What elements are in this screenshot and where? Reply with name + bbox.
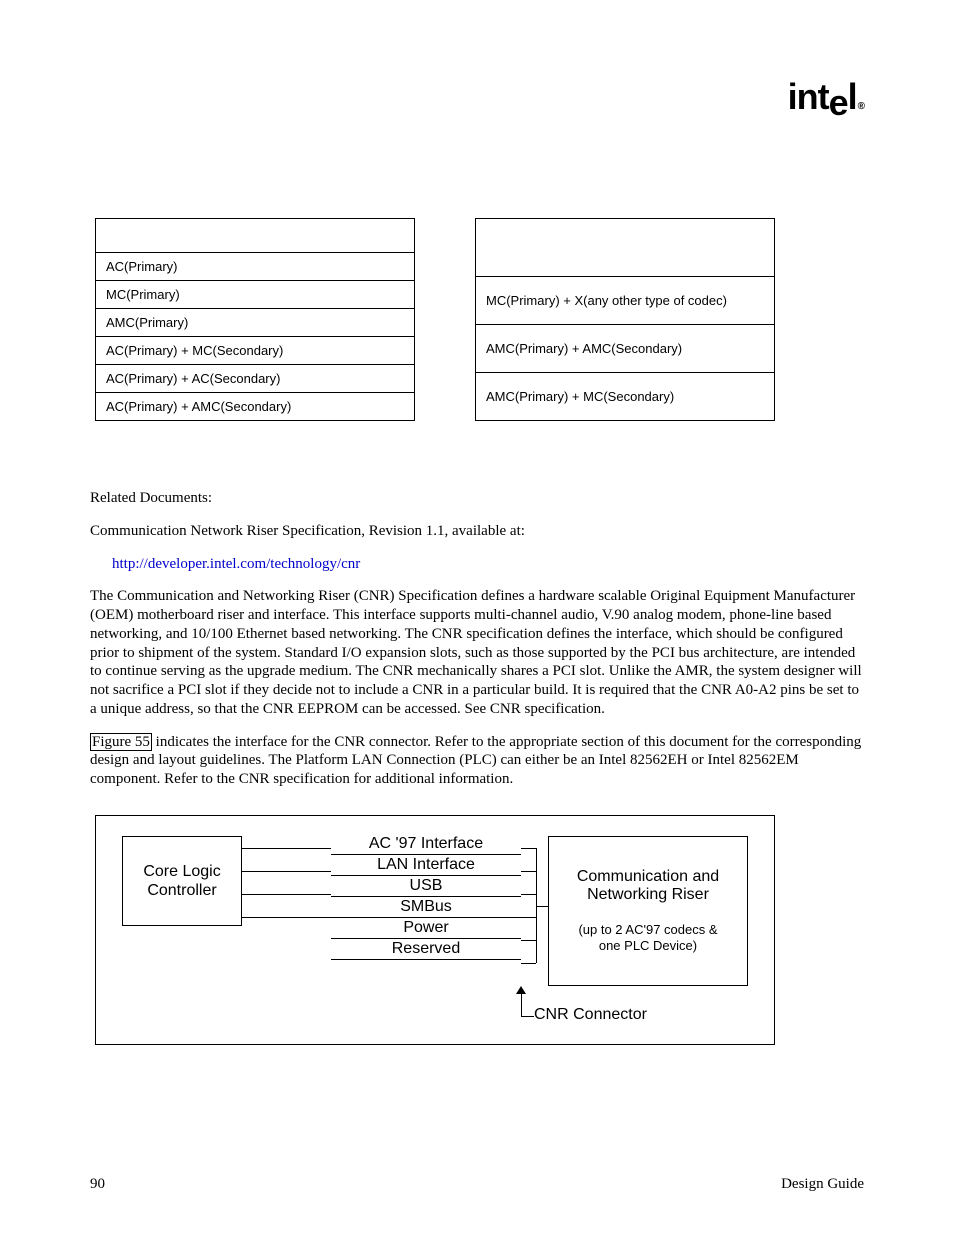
logo-part-1: int xyxy=(788,76,829,118)
interface-row: SMBus xyxy=(331,897,521,918)
riser-line1: Communication and xyxy=(577,868,719,886)
paragraph-figure-ref: Figure 55 indicates the interface for th… xyxy=(90,733,864,789)
connector-line xyxy=(521,963,536,964)
connector-line xyxy=(521,894,536,895)
table-row: MC(Primary) xyxy=(96,281,415,309)
interface-stack: AC '97 Interface LAN Interface USB SMBus… xyxy=(331,834,521,960)
cnr-pointer-line xyxy=(521,994,522,1016)
logo-part-2: l xyxy=(848,76,857,118)
table-cell: MC(Primary) xyxy=(96,281,415,309)
body-text: Related Documents: Communication Network… xyxy=(90,489,864,789)
connector-line xyxy=(521,871,536,872)
connector-line xyxy=(521,848,536,849)
table-row: AMC(Primary) + AMC(Secondary) xyxy=(476,325,775,373)
table-cell: AC(Primary) xyxy=(96,253,415,281)
figure-55-ref[interactable]: Figure 55 xyxy=(90,733,152,751)
riser-line2: Networking Riser xyxy=(587,886,709,904)
riser-subtext: (up to 2 AC'97 codecs & one PLC Device) xyxy=(578,922,717,955)
codec-tables-row: AC(Primary) MC(Primary) AMC(Primary) AC(… xyxy=(95,218,864,421)
interface-row: Power xyxy=(331,918,521,939)
table-row: AC(Primary) + MC(Secondary) xyxy=(96,337,415,365)
table-cell: AMC(Primary) xyxy=(96,309,415,337)
table-row: AC(Primary) + AC(Secondary) xyxy=(96,365,415,393)
interface-row: AC '97 Interface xyxy=(331,834,521,855)
connector-line xyxy=(242,871,331,872)
cnr-pointer-line xyxy=(521,1016,534,1017)
paragraph-figure-rest: indicates the interface for the CNR conn… xyxy=(90,734,861,788)
core-logic-box: Core Logic Controller xyxy=(122,836,242,926)
page-footer: 90 Design Guide xyxy=(90,1176,864,1193)
codec-table-right: MC(Primary) + X(any other type of codec)… xyxy=(475,218,775,421)
table-cell: AMC(Primary) + MC(Secondary) xyxy=(476,373,775,421)
connector-line xyxy=(521,940,536,941)
table-row xyxy=(96,219,415,253)
table-row: AMC(Primary) + MC(Secondary) xyxy=(476,373,775,421)
spec-availability-line: Communication Network Riser Specificatio… xyxy=(90,522,864,541)
cnr-spec-link[interactable]: http://developer.intel.com/technology/cn… xyxy=(112,555,864,574)
cnr-interface-diagram: Core Logic Controller AC '97 Interface L… xyxy=(95,815,775,1045)
logo-reg: ® xyxy=(858,101,864,112)
related-documents-label: Related Documents: xyxy=(90,489,864,508)
connector-line xyxy=(242,917,331,918)
riser-sub1: (up to 2 AC'97 codecs & xyxy=(578,922,717,937)
table-row: AMC(Primary) xyxy=(96,309,415,337)
table-row: AC(Primary) xyxy=(96,253,415,281)
connector-line xyxy=(521,917,536,918)
interface-row: Reserved xyxy=(331,939,521,960)
table-cell: MC(Primary) + X(any other type of codec) xyxy=(476,277,775,325)
cnr-riser-box: Communication and Networking Riser (up t… xyxy=(548,836,748,986)
table-row: MC(Primary) + X(any other type of codec) xyxy=(476,277,775,325)
logo-part-drop: e xyxy=(829,82,848,124)
connector-line xyxy=(242,848,331,849)
page-number: 90 xyxy=(90,1176,105,1193)
table-row xyxy=(476,219,775,277)
codec-table-left: AC(Primary) MC(Primary) AMC(Primary) AC(… xyxy=(95,218,415,421)
table-cell: AC(Primary) + MC(Secondary) xyxy=(96,337,415,365)
intel-logo: intel® xyxy=(788,76,864,118)
connector-line xyxy=(242,894,331,895)
interface-row: LAN Interface xyxy=(331,855,521,876)
cnr-connector-label: CNR Connector xyxy=(534,1006,647,1024)
footer-title: Design Guide xyxy=(781,1176,864,1193)
table-cell: AMC(Primary) + AMC(Secondary) xyxy=(476,325,775,373)
table-cell: AC(Primary) + AC(Secondary) xyxy=(96,365,415,393)
cnr-pointer-arrow xyxy=(516,986,526,994)
paragraph-cnr-overview: The Communication and Networking Riser (… xyxy=(90,587,864,718)
table-cell: AC(Primary) + AMC(Secondary) xyxy=(96,393,415,421)
riser-sub2: one PLC Device) xyxy=(599,938,697,953)
core-logic-line1: Core Logic xyxy=(143,862,220,881)
core-logic-line2: Controller xyxy=(147,881,216,900)
interface-row: USB xyxy=(331,876,521,897)
table-row: AC(Primary) + AMC(Secondary) xyxy=(96,393,415,421)
